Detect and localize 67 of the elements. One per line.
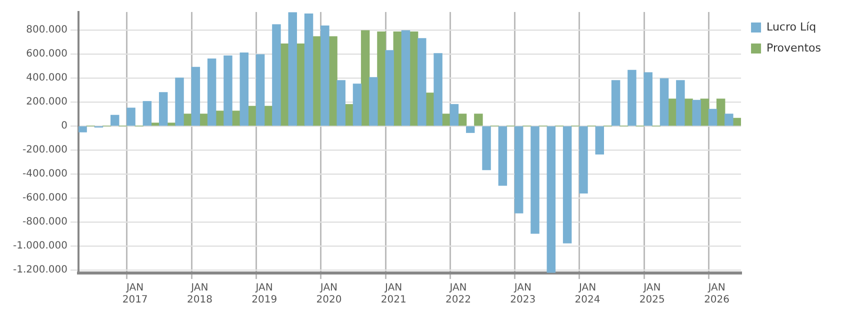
x-tick-label: JAN 2017 [122, 282, 148, 306]
legend-label: Lucro Líq [766, 20, 816, 34]
bar [434, 53, 442, 126]
bar [336, 80, 346, 126]
bar [126, 108, 136, 126]
bar [530, 126, 540, 234]
y-tick-label: -800.000 [22, 216, 68, 228]
legend-label: Proventos [766, 41, 822, 54]
bar [369, 77, 378, 126]
y-tick-label: -400.000 [22, 168, 68, 180]
bar [158, 92, 168, 126]
bar [724, 114, 734, 126]
bar [78, 126, 87, 132]
bar [676, 80, 685, 126]
y-tick-label: -600.000 [22, 192, 68, 204]
bar [498, 126, 508, 186]
bar [304, 13, 314, 126]
x-tick-label: JAN 2020 [316, 282, 342, 306]
bar [595, 126, 604, 155]
bar [360, 30, 370, 126]
y-tick-label: 400.000 [26, 72, 68, 84]
x-tick-label: JAN 2019 [252, 282, 278, 306]
bar [466, 126, 475, 133]
y-tick-label: -200.000 [22, 144, 68, 156]
y-tick-label: 200.000 [26, 96, 68, 108]
bar [207, 58, 216, 126]
bar [110, 114, 120, 126]
x-tick-label: JAN 2018 [186, 282, 212, 306]
bar [175, 78, 184, 126]
y-tick-label: 800.000 [26, 24, 68, 36]
bar [288, 12, 297, 126]
x-tick-label: JAN 2025 [639, 282, 665, 306]
x-tick-label: JAN 2024 [574, 282, 600, 306]
bar [240, 52, 249, 126]
bar [692, 100, 701, 126]
x-tick-label: JAN 2021 [380, 282, 406, 306]
x-tick-label: JAN 2026 [704, 282, 730, 306]
bar [142, 101, 152, 126]
y-tick-label: 600.000 [26, 48, 68, 60]
bar [474, 114, 483, 126]
bar [224, 55, 232, 126]
x-tick-label: JAN 2023 [510, 282, 536, 306]
bar [320, 25, 330, 126]
bar [450, 104, 459, 126]
bar [458, 114, 467, 126]
bar [716, 98, 726, 126]
y-tick-label: 0 [61, 120, 68, 132]
bar [579, 126, 588, 194]
bar [418, 38, 426, 126]
bar [482, 126, 491, 170]
y-tick-label: -1.000.000 [12, 240, 68, 252]
bar [514, 126, 524, 214]
y-tick-label: -1.200.000 [12, 264, 68, 276]
bar [191, 66, 200, 126]
bar [401, 30, 410, 126]
bar [352, 84, 362, 126]
x-tick-label: JAN 2022 [446, 282, 471, 306]
bar [660, 78, 669, 126]
bar [272, 24, 281, 126]
bar [708, 108, 718, 126]
bar [562, 126, 572, 244]
bar [644, 72, 652, 126]
bar [611, 80, 620, 126]
bar [256, 54, 265, 126]
bar [546, 126, 556, 273]
bar [385, 50, 394, 126]
bar [628, 70, 636, 126]
